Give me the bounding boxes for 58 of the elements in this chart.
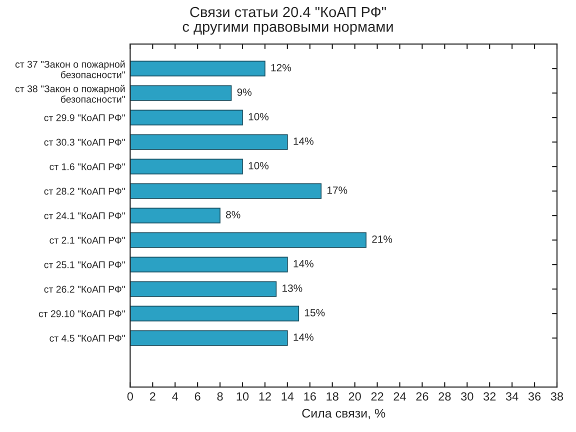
data-label: 13% — [282, 284, 302, 292]
x-axis-title: Сила связи, % — [302, 408, 386, 420]
x-tick-label: 14 — [282, 392, 294, 400]
y-tick-label: ст 30.3 "КоАП РФ" — [44, 138, 125, 146]
x-tick-label: 20 — [348, 392, 361, 401]
x-tick-label: 0 — [127, 392, 133, 401]
bar — [130, 306, 300, 322]
data-label: 14% — [294, 334, 314, 341]
x-tick-label: 16 — [304, 392, 316, 401]
x-tick-label: 36 — [528, 392, 541, 401]
x-tick-label: 22 — [371, 392, 384, 400]
data-label: 17% — [327, 186, 348, 194]
y-tick-label: ст 38 "Закон о пожарной безопасности" — [15, 84, 125, 103]
data-label: 10% — [248, 112, 269, 120]
x-tick-label: 2 — [150, 392, 156, 400]
y-tick-label: ст 2.1 "КоАП РФ" — [50, 236, 125, 244]
y-tick-label: ст 4.5 "КоАП РФ" — [50, 334, 125, 342]
bar — [130, 232, 366, 248]
bar — [130, 208, 220, 224]
chart-title: Связи статьи 20.4 "КоАП РФ" с другими правовыми нормами — [182, 6, 393, 35]
x-tick-label: 6 — [194, 392, 200, 401]
x-tick-label: 32 — [483, 392, 496, 401]
data-label: 10% — [248, 162, 269, 170]
x-tick-label: 34 — [506, 392, 518, 401]
x-tick-label: 24 — [394, 392, 406, 400]
x-tick-label: 30 — [461, 392, 474, 401]
data-label: 12% — [271, 64, 291, 72]
y-tick-label: ст 25.1 "КоАП РФ" — [44, 261, 125, 268]
x-tick-label: 8 — [217, 392, 223, 401]
x-tick-label: 4 — [172, 392, 178, 400]
y-tick-label: ст 24.1 "КоАП РФ" — [44, 212, 125, 220]
data-label: 21% — [372, 235, 392, 243]
bar — [130, 85, 232, 101]
data-label: 14% — [294, 138, 314, 145]
y-tick-label: ст 29.10 "КоАП РФ" — [38, 310, 125, 318]
data-label: 15% — [305, 309, 325, 316]
bar — [130, 60, 266, 76]
x-tick-label: 12 — [259, 392, 271, 400]
y-tick-label: ст 28.2 "КоАП РФ" — [44, 188, 125, 195]
data-label: 8% — [226, 210, 240, 218]
bar — [130, 256, 288, 272]
bar — [130, 158, 243, 174]
x-tick-label: 18 — [326, 392, 338, 401]
y-tick-label: ст 37 "Закон о пожарной безопасности" — [15, 60, 125, 78]
bar — [130, 183, 322, 199]
x-tick-label: 38 — [550, 392, 564, 401]
y-tick-label: ст 29.9 "КоАП РФ" — [44, 114, 125, 122]
x-tick-label: 26 — [416, 392, 428, 401]
data-label: 9% — [237, 88, 252, 96]
x-tick-label: 28 — [438, 392, 451, 401]
y-tick-label: ст 26.2 "КоАП РФ" — [44, 286, 125, 293]
x-tick-label: 10 — [236, 392, 249, 401]
bar — [130, 110, 243, 126]
bar — [130, 134, 288, 150]
bar — [130, 281, 277, 297]
bar — [130, 330, 288, 346]
y-tick-label: ст 1.6 "КоАП РФ" — [50, 163, 125, 170]
data-label: 14% — [294, 260, 314, 268]
